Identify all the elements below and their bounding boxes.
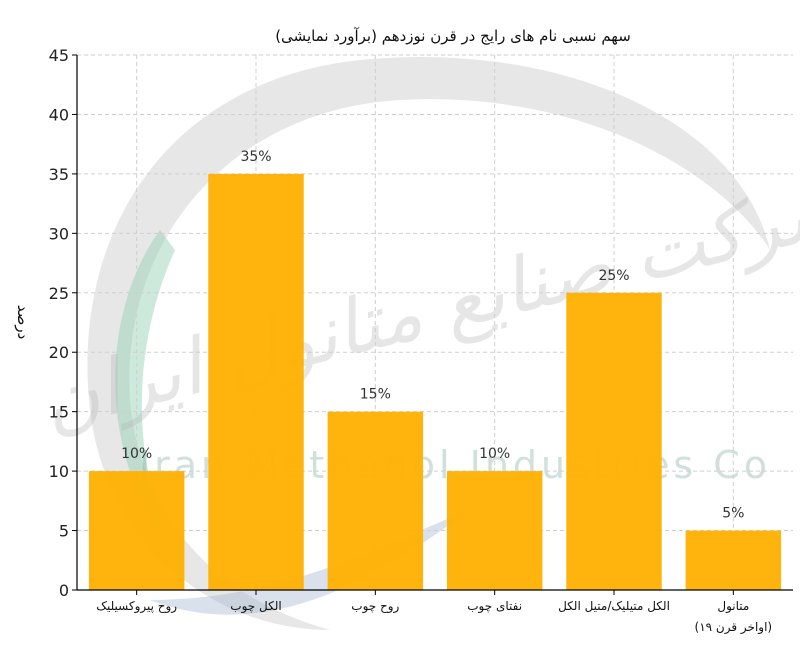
bar-3 <box>446 471 543 590</box>
chart-title: سهم نسبی نام های رایج در قرن نوزدهم (برآ… <box>275 27 631 45</box>
data-label-1: 35% <box>240 149 271 165</box>
y-tick-label-9: 45 <box>49 46 69 65</box>
y-tick-label-2: 10 <box>49 462 69 481</box>
y-tick-label-6: 30 <box>49 224 69 243</box>
bars <box>88 173 782 590</box>
data-label-5: 5% <box>722 506 744 522</box>
x-tick-label-5-1: (اواخر قرن ۱۹) <box>695 620 773 635</box>
data-label-2: 15% <box>360 387 391 403</box>
y-tick-label-5: 25 <box>49 284 69 303</box>
x-tick-label-0-0: روح پیروکسیلیک <box>96 599 177 614</box>
data-label-0: 10% <box>121 446 152 462</box>
x-tick-label-4-0: الکل متیلیک/متیل الکل <box>558 599 670 613</box>
bar-5 <box>685 530 782 590</box>
y-tick-label-1: 5 <box>59 522 69 541</box>
x-tick-label-1-0: الکل چوب <box>230 599 281 614</box>
data-label-3: 10% <box>479 446 510 462</box>
y-tick-label-0: 0 <box>59 581 69 600</box>
bar-1 <box>208 173 304 590</box>
x-tick-label-5-0: متانول <box>717 599 749 614</box>
x-tick-label-3-0: نفتای چوب <box>467 599 522 614</box>
watermark-swoosh-blue <box>150 510 470 615</box>
y-tick-label-3: 15 <box>49 403 69 422</box>
y-axis-title: درصد <box>14 305 32 340</box>
axes <box>72 54 793 595</box>
y-tick-label-7: 35 <box>49 165 69 184</box>
y-tick-label-8: 40 <box>49 105 69 124</box>
bar-2 <box>327 411 424 590</box>
data-label-4: 25% <box>598 268 629 284</box>
bar-4 <box>566 292 662 590</box>
x-tick-label-2-0: روح چوب <box>351 599 399 614</box>
bar-0 <box>88 471 185 590</box>
labels: 0 5 10 15 20 25 30 35 40 45 10% روح پیروکسیلیک 35% ال… <box>49 46 772 635</box>
y-tick-label-4: 20 <box>49 343 69 362</box>
watermark-swoosh-green <box>115 230 180 560</box>
